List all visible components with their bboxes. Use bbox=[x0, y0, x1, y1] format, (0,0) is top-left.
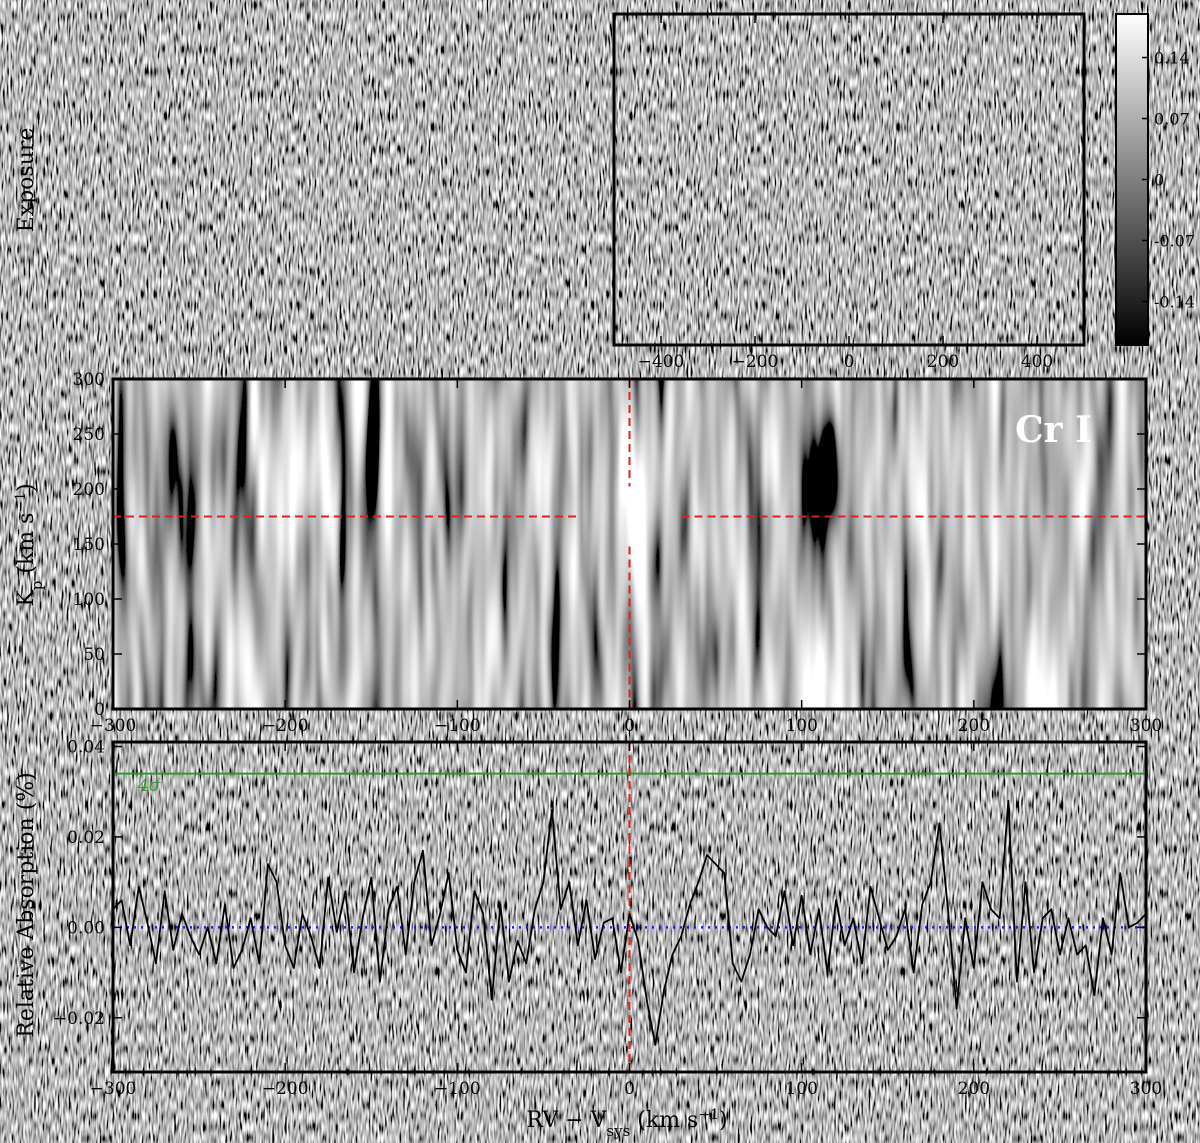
ylabel-kp: Kp (km s−1) bbox=[13, 483, 46, 606]
panel-middle: Cr I −300 −200 −100 0 100 200 300 0 50 100 150 200 2… bbox=[73, 370, 1163, 736]
heatmap-top-left bbox=[113, 14, 583, 345]
ylabel-kp-sub: p bbox=[28, 581, 46, 591]
colorbar-tick-label: 0 bbox=[1154, 171, 1164, 190]
y-tick-label: 300 bbox=[73, 370, 105, 390]
ticks-bottom: −300 −200 −100 0 100 200 300 −0.02 0.00 0.02 0.04 bbox=[53, 738, 1162, 1099]
sigma-label: 4σ bbox=[137, 776, 161, 796]
heatmap-top-right bbox=[614, 14, 1084, 345]
x-tick-label: −300 bbox=[90, 1079, 137, 1099]
y-tick-label: 0.02 bbox=[67, 828, 105, 848]
xlabel-rv-exp: −1 bbox=[698, 1107, 719, 1123]
y-tick-label: 60 bbox=[83, 25, 105, 45]
colorbar-tick-label: -0.07 bbox=[1154, 231, 1195, 250]
kp-rv-marker bbox=[113, 379, 1146, 709]
x-tick-label: 200 bbox=[958, 716, 990, 736]
colorbar-tick-label: -0.14 bbox=[1154, 292, 1195, 311]
x-tick-label: 400 bbox=[520, 352, 552, 372]
panel-top-left: −400 −200 0 200 400 20 30 40 50 60 bbox=[83, 12, 585, 372]
colorbar-tick-label: 0.14 bbox=[1154, 49, 1190, 68]
x-tick-label: 0 bbox=[343, 352, 354, 372]
x-tick-label: 200 bbox=[958, 1079, 990, 1099]
xlabel-rv-close: ) bbox=[719, 1108, 728, 1133]
x-tick-label: −200 bbox=[231, 352, 278, 372]
y-tick-label: 200 bbox=[73, 480, 105, 500]
x-tick-label: 400 bbox=[1021, 352, 1053, 372]
species-label: Cr I bbox=[1015, 409, 1092, 451]
x-tick-label: 200 bbox=[927, 352, 959, 372]
x-tick-label: 300 bbox=[1130, 716, 1162, 736]
x-tick-label: −100 bbox=[434, 1079, 481, 1099]
ylabel-relative-absorption: Relative Absorption (%) bbox=[14, 772, 39, 1038]
xlabel-rv-main: RV − V bbox=[526, 1108, 607, 1133]
heatmap-middle bbox=[113, 379, 1146, 709]
y-tick-label: 20 bbox=[83, 290, 105, 310]
x-tick-label: 300 bbox=[1130, 1079, 1162, 1099]
y-tick-label: 50 bbox=[83, 645, 105, 665]
xlabel-rv-unit: (km s bbox=[630, 1108, 698, 1133]
colorbar-tick-label: 0.07 bbox=[1154, 110, 1190, 129]
x-tick-label: 200 bbox=[426, 352, 458, 372]
panel-bottom: 4σ −300 −200 −100 0 100 200 300 −0.02 0.00 0.02 0.… bbox=[53, 738, 1162, 1099]
x-tick-label: 100 bbox=[785, 1079, 817, 1099]
y-tick-label: 100 bbox=[73, 590, 105, 610]
y-tick-label: 0.04 bbox=[67, 738, 105, 758]
y-tick-label: 0.00 bbox=[67, 918, 105, 938]
x-tick-label: −200 bbox=[732, 352, 779, 372]
ccf-series-line bbox=[112, 799, 1147, 1046]
x-tick-label: −300 bbox=[90, 716, 137, 736]
x-tick-label: −200 bbox=[262, 716, 309, 736]
y-tick-label: 250 bbox=[73, 425, 105, 445]
ticks-top-right: −400 −200 0 200 400 bbox=[638, 14, 1053, 372]
plot-bottom bbox=[112, 742, 1147, 1072]
colorbar: 0.14 0.07 0 -0.07 -0.14 bbox=[1115, 13, 1195, 346]
panel-top-right: −400 −200 0 200 400 bbox=[612, 12, 1086, 372]
ticks-middle: −300 −200 −100 0 100 200 300 0 50 100 150 200 250 300 bbox=[73, 370, 1163, 736]
x-tick-label: 0 bbox=[844, 352, 855, 372]
colorbar-ticks: 0.14 0.07 0 -0.07 -0.14 bbox=[1142, 49, 1195, 311]
y-tick-label: 50 bbox=[83, 91, 105, 111]
ylabel-kp-exp: −1 bbox=[13, 492, 29, 513]
y-tick-label: 150 bbox=[73, 535, 105, 555]
x-tick-label: −400 bbox=[137, 352, 184, 372]
y-tick-label: 40 bbox=[83, 157, 105, 177]
y-tick-label: 30 bbox=[83, 223, 105, 243]
x-tick-label: −100 bbox=[434, 716, 481, 736]
y-tick-label: −0.02 bbox=[53, 1009, 105, 1029]
y-tick-label: 0 bbox=[94, 700, 105, 720]
x-tick-label: 0 bbox=[624, 716, 635, 736]
x-tick-label: −400 bbox=[638, 352, 685, 372]
ylabel-exposure: Exposure bbox=[14, 128, 39, 233]
x-tick-label: 100 bbox=[785, 716, 817, 736]
ticks-top-left: −400 −200 0 200 400 20 30 40 50 60 bbox=[83, 14, 583, 372]
x-tick-label: 0 bbox=[624, 1079, 635, 1099]
ylabel-kp-main: K bbox=[14, 590, 39, 607]
ylabel-kp-close: ) bbox=[14, 483, 39, 492]
ylabel-kp-unit: (km s bbox=[14, 513, 39, 581]
xlabel-rv-sub: sys bbox=[606, 1122, 630, 1140]
xlabel-rv: RV − Vsys (km s−1) bbox=[526, 1107, 727, 1140]
x-tick-label: −200 bbox=[262, 1079, 309, 1099]
